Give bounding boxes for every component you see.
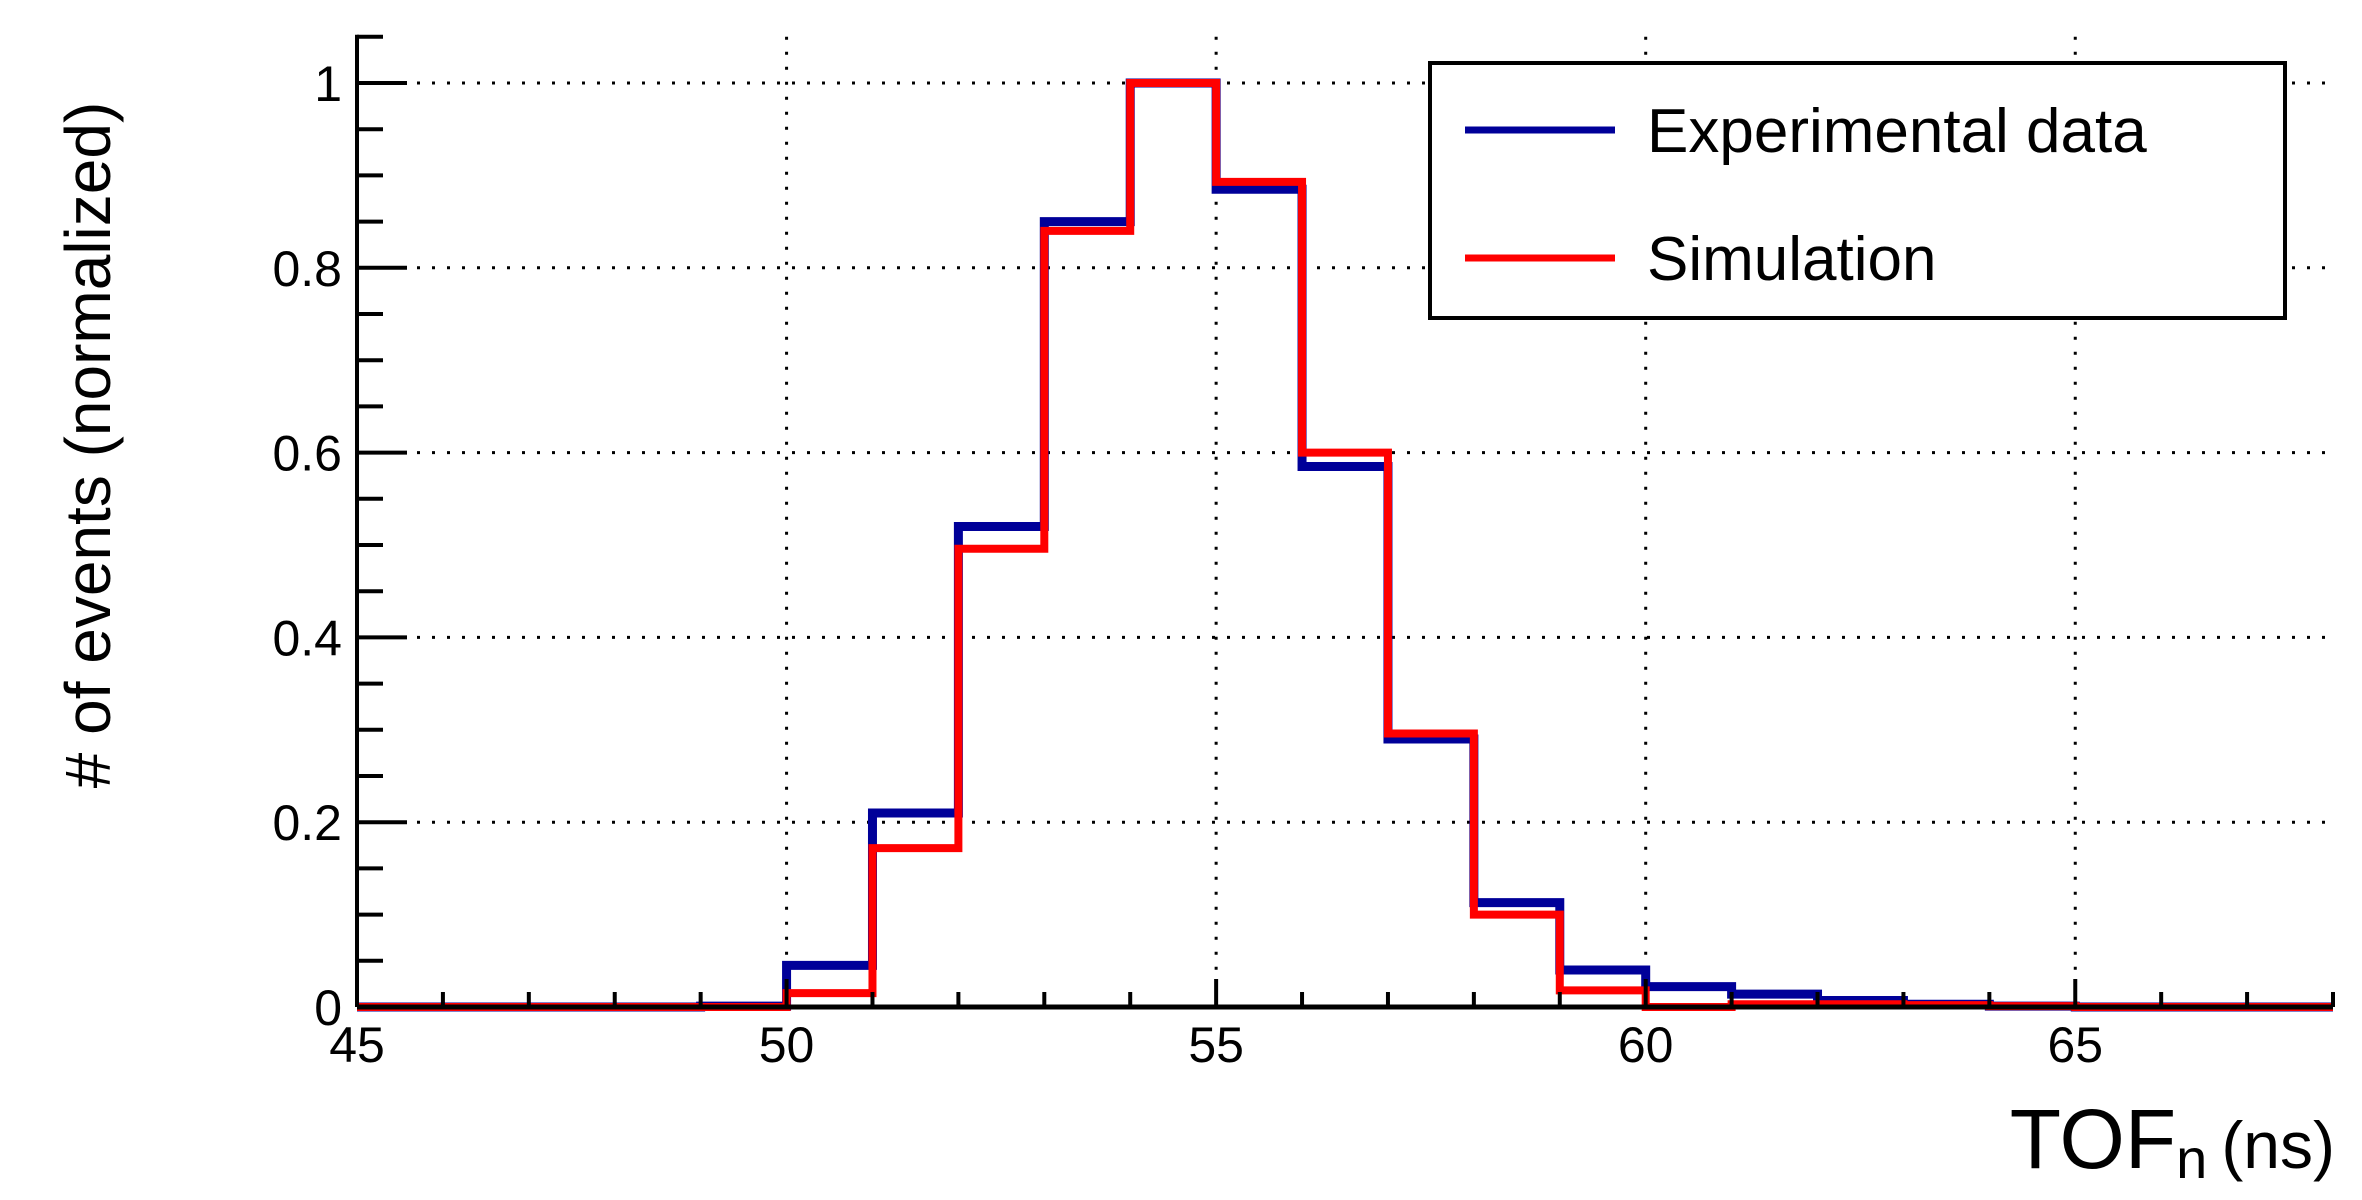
y-tick-label: 0.2 <box>272 795 342 851</box>
y-tick-label: 0.8 <box>272 241 342 297</box>
legend-label-simulation: Simulation <box>1647 225 1936 294</box>
y-tick-label: 0.4 <box>272 610 342 666</box>
y-axis-label: # of events (normalized) <box>52 102 124 789</box>
y-tick-label: 0.6 <box>272 426 342 482</box>
x-tick-label: 60 <box>1618 1017 1674 1073</box>
x-axis-label-unit: (ns) <box>2221 1108 2335 1182</box>
x-tick-label: 65 <box>2047 1017 2103 1073</box>
legend-label-experimental: Experimental data <box>1647 97 2147 166</box>
x-axis-label-main: TOF <box>2010 1092 2176 1186</box>
axes: 45 50 55 60 65 0 0.2 0.4 0.6 0.8 1 <box>272 34 2335 1073</box>
legend: Experimental data Simulation <box>1428 61 2287 320</box>
x-axis-label: TOFn (ns) <box>2010 1092 2335 1190</box>
x-axis-label-subscript: n <box>2176 1127 2207 1190</box>
x-tick-label: 55 <box>1188 1017 1244 1073</box>
y-tick-label: 0 <box>314 980 342 1036</box>
x-tick-label: 50 <box>759 1017 815 1073</box>
legend-box <box>1428 61 2287 320</box>
x-tick-label: 45 <box>329 1017 385 1073</box>
y-tick-label: 1 <box>314 56 342 112</box>
